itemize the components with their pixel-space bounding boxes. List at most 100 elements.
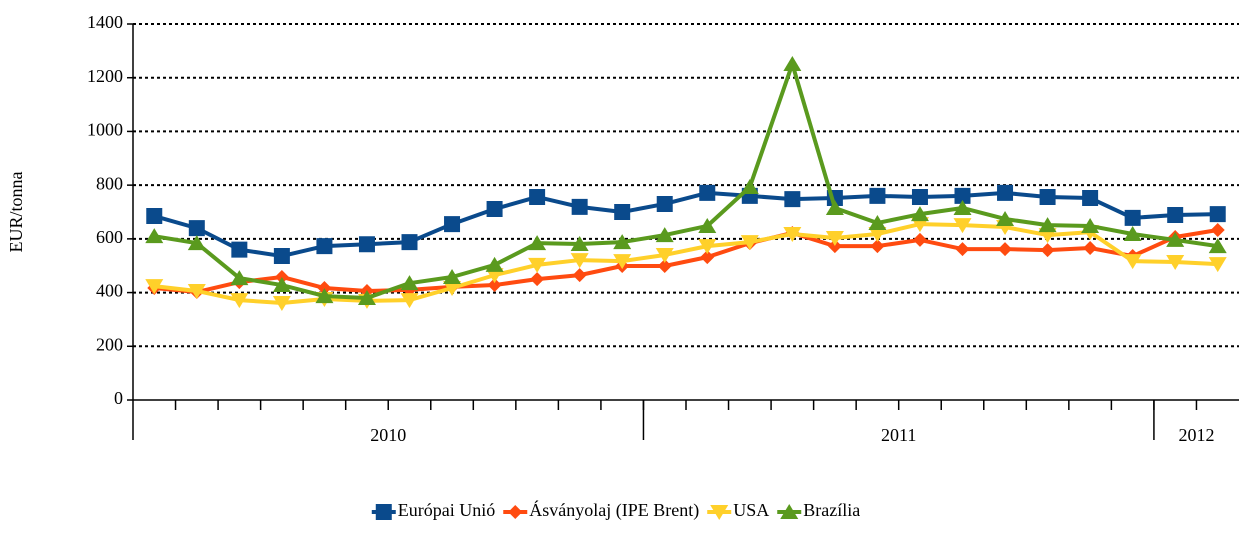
marker (784, 191, 801, 208)
marker (613, 254, 632, 270)
marker (146, 208, 163, 225)
marker (655, 227, 674, 243)
marker (400, 275, 419, 291)
marker (375, 504, 392, 520)
marker (1166, 231, 1185, 247)
y-tick-label: 0 (114, 388, 123, 408)
y-axis-label: EUR/tonna (6, 171, 26, 252)
marker (145, 279, 164, 295)
marker (698, 239, 717, 255)
marker (655, 247, 674, 263)
legend-label: Brazília (803, 500, 860, 520)
legend-label: USA (733, 500, 769, 520)
legend-label: Európai Unió (398, 500, 495, 520)
y-tick-label: 400 (96, 281, 123, 301)
series-line (153, 62, 1219, 300)
marker (868, 215, 887, 231)
marker (996, 210, 1015, 226)
marker (571, 198, 588, 215)
marker (1210, 222, 1225, 237)
series-line (154, 222, 1218, 306)
marker (272, 277, 291, 293)
marker (740, 179, 759, 195)
y-tick-label: 200 (96, 334, 123, 354)
y-tick-label: 600 (96, 227, 123, 247)
marker (912, 232, 927, 247)
marker (188, 220, 205, 237)
marker (1083, 240, 1098, 255)
marker (1208, 238, 1227, 254)
marker (145, 228, 164, 244)
marker (953, 199, 972, 215)
legend-label: Ásványolaj (IPE Brent) (529, 499, 699, 521)
y-tick-label: 1400 (87, 12, 123, 32)
marker (357, 289, 376, 305)
legend: Európai Unió Ásványolaj (IPE Brent) USA Bra… (371, 499, 860, 521)
marker (783, 56, 802, 72)
marker (1208, 257, 1227, 273)
marker (825, 199, 844, 215)
marker (528, 257, 547, 273)
marker (231, 241, 248, 258)
series-line (154, 228, 1219, 295)
marker (486, 201, 503, 218)
marker (783, 227, 802, 243)
marker (187, 283, 206, 299)
group-label: 2011 (881, 425, 916, 445)
marker (1040, 243, 1055, 258)
marker (1124, 209, 1141, 226)
marker (710, 505, 729, 520)
marker (911, 188, 928, 205)
marker (400, 293, 419, 309)
marker (868, 227, 887, 243)
marker (1038, 217, 1057, 233)
marker (230, 270, 249, 286)
marker (530, 272, 545, 287)
marker (870, 239, 885, 254)
marker (699, 184, 716, 201)
marker (315, 288, 334, 304)
marker (358, 236, 375, 253)
marker (443, 268, 462, 284)
marker (1166, 254, 1185, 270)
marker (272, 296, 291, 312)
marker (572, 268, 587, 283)
marker (274, 269, 289, 284)
marker (317, 281, 332, 296)
marker (1081, 217, 1100, 233)
marker (657, 258, 672, 273)
marker (998, 242, 1013, 257)
marker (570, 235, 589, 251)
marker (1039, 188, 1056, 205)
y-tick-label: 1200 (87, 66, 123, 86)
marker (700, 250, 715, 265)
marker (740, 235, 759, 251)
marker (401, 234, 418, 251)
marker (869, 187, 886, 204)
marker (316, 238, 333, 255)
marker (825, 231, 844, 247)
marker (529, 188, 546, 205)
marker (1167, 206, 1184, 223)
marker (613, 234, 632, 250)
group-label: 2010 (370, 425, 406, 445)
group-label: 2012 (1178, 425, 1214, 445)
marker (230, 293, 249, 309)
y-tick-label: 1000 (87, 120, 123, 140)
marker (1082, 190, 1099, 207)
marker (443, 281, 462, 297)
marker (1123, 254, 1142, 270)
marker (187, 235, 206, 251)
marker (910, 206, 929, 222)
marker (487, 278, 502, 293)
marker (508, 505, 523, 519)
marker (698, 217, 717, 233)
marker (953, 218, 972, 234)
y-tick-label: 800 (96, 173, 123, 193)
marker (997, 184, 1014, 201)
marker (1209, 206, 1226, 223)
marker (780, 504, 799, 519)
marker (656, 195, 673, 212)
marker (444, 216, 461, 233)
